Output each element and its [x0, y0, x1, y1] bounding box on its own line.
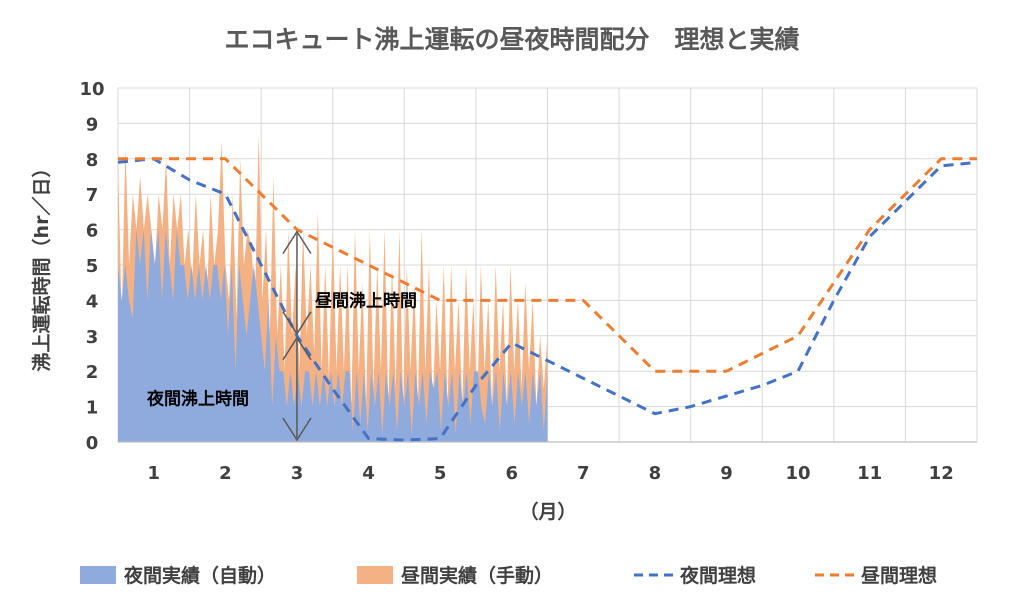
- annotation-label: 昼間沸上時間: [315, 290, 417, 311]
- x-tick-label: 11: [857, 463, 882, 484]
- arrow-head-up: [282, 336, 312, 361]
- annotation-daytime: 昼間沸上時間: [282, 230, 417, 336]
- line-nighttime-ideal: [117, 157, 978, 442]
- legend-item: 夜間理想: [634, 564, 756, 587]
- y-tick-label: 2: [86, 362, 99, 383]
- legend-label: 夜間理想: [679, 564, 756, 587]
- x-tick-label: 9: [720, 463, 733, 484]
- y-axis-label: 沸上運転時間（hr／日）: [30, 159, 53, 372]
- x-tick-label: 10: [786, 463, 811, 484]
- legend-label: 昼間実績（手動）: [401, 564, 553, 587]
- y-tick-label: 6: [86, 221, 99, 242]
- arrow-head-up: [282, 230, 312, 255]
- area-nighttime-actual: [118, 229, 548, 442]
- legend-item: 夜間実績（自動）: [80, 564, 276, 587]
- y-tick-label: 1: [86, 398, 99, 419]
- legend-item: 昼間実績（手動）: [357, 564, 553, 587]
- x-tick-label: 12: [929, 463, 954, 484]
- y-tick-label: 9: [86, 114, 99, 135]
- x-tick-label: 5: [434, 463, 447, 484]
- x-tick-label: 7: [577, 463, 590, 484]
- area-series-layer: [118, 134, 548, 442]
- y-tick-label: 3: [86, 327, 99, 348]
- annotation-nighttime: 夜間沸上時間: [146, 336, 312, 442]
- legend-label: 昼間理想: [861, 564, 937, 587]
- arrow-head-down: [282, 417, 312, 442]
- x-axis-label: （月）: [519, 500, 576, 523]
- x-tick-label: 3: [291, 463, 304, 484]
- legend-item: 昼間理想: [815, 564, 937, 587]
- y-tick-label: 4: [86, 291, 99, 312]
- chart-title: エコキュート沸上運転の昼夜時間配分 理想と実績: [224, 25, 799, 54]
- x-tick-label: 1: [148, 463, 161, 484]
- legend-swatch: [80, 566, 116, 584]
- x-tick-label: 4: [362, 463, 375, 484]
- line-daytime-ideal: [118, 157, 977, 373]
- legend: 夜間実績（自動） 昼間実績（手動） 夜間理想 昼間理想: [80, 564, 937, 587]
- x-tick-label: 2: [219, 463, 232, 484]
- x-tick-label: 6: [505, 463, 518, 484]
- y-tick-label: 8: [86, 150, 99, 171]
- legend-swatch: [357, 566, 393, 584]
- y-tick-label: 10: [79, 79, 104, 100]
- line-series-layer: [117, 157, 978, 442]
- annotation-label: 夜間沸上時間: [146, 389, 249, 410]
- legend-label: 夜間実績（自動）: [123, 564, 276, 587]
- x-tick-label: 8: [649, 463, 662, 484]
- y-tick-label: 0: [86, 433, 99, 454]
- y-tick-label: 7: [86, 185, 99, 206]
- y-tick-label: 5: [86, 256, 99, 277]
- arrow-head-down: [282, 311, 312, 336]
